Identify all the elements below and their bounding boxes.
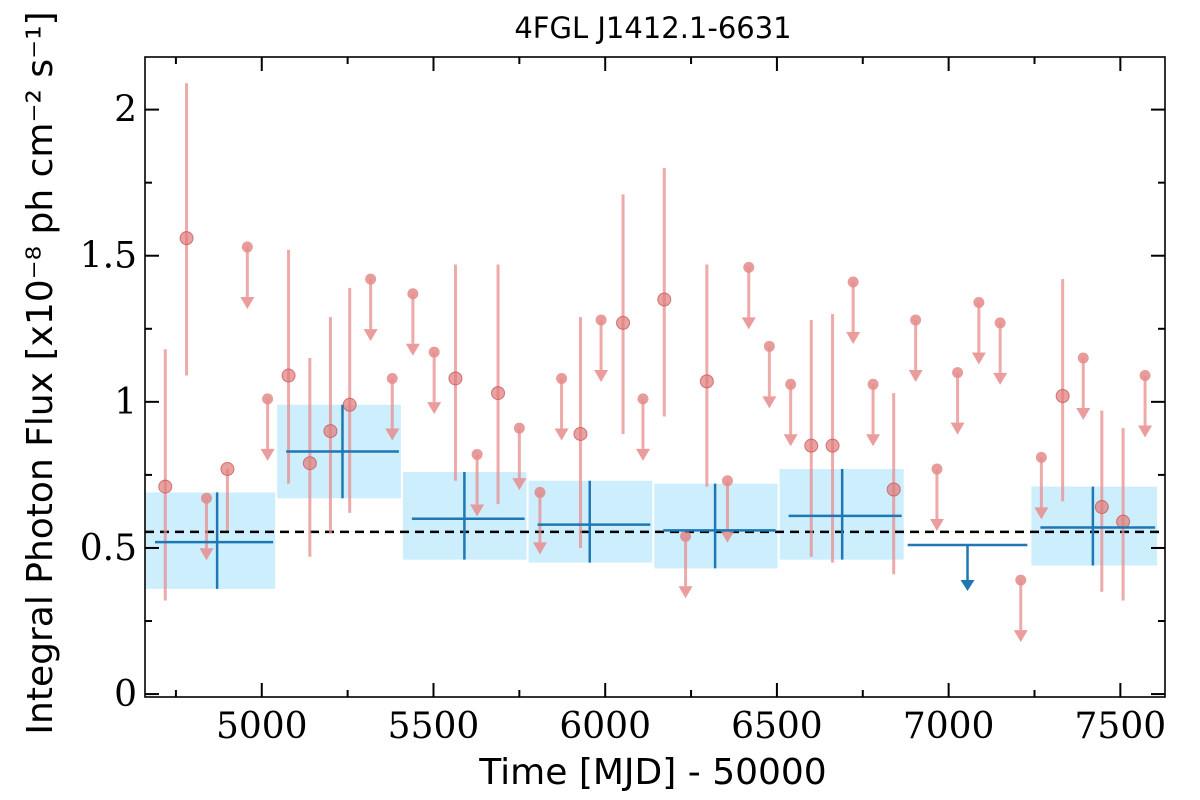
upper-limit-arrow: [866, 434, 881, 447]
upper-limit-arrow: [470, 504, 485, 517]
upper-limit-arrow: [635, 448, 650, 461]
x-tick-label: 6500: [731, 706, 823, 747]
short-bin-point: [616, 315, 631, 330]
upper-limit-arrow: [554, 428, 569, 441]
short-bin-point: [1116, 514, 1131, 529]
short-bin-point: [302, 456, 317, 471]
short-bin-point: [1094, 500, 1109, 515]
x-tick-label: 5500: [388, 706, 480, 747]
upper-limit-arrow: [846, 332, 861, 345]
upper-limit-arrow: [678, 586, 693, 599]
upper-limit-arrow: [908, 370, 923, 383]
x-axis-label: Time [MJD] - 50000: [478, 752, 826, 793]
axes-layer: [144, 56, 1166, 698]
y-tick-label: 1: [114, 382, 137, 423]
upper-limit-arrow: [594, 370, 609, 383]
short-bin-point: [804, 438, 819, 453]
short-bin-point: [323, 424, 338, 439]
upper-limit-arrow: [929, 519, 944, 532]
long-bin-upper-limit-arrow: [960, 580, 975, 592]
short-bin-point: [220, 462, 235, 477]
short-bin-point: [491, 386, 506, 401]
y-tick-label: 2: [114, 90, 137, 131]
short-bin-point: [342, 397, 357, 412]
x-tick-label: 7000: [903, 706, 995, 747]
text-layer: 4FGL J1412.1-6631 Time [MJD] - 50000 Int…: [20, 11, 1166, 793]
upper-limit-arrow: [993, 372, 1008, 385]
short-bin-points-layer: [158, 83, 1153, 643]
short-bin-point: [179, 231, 194, 246]
short-bin-point: [158, 479, 173, 494]
upper-limit-arrow: [363, 329, 378, 342]
upper-limit-arrow: [385, 428, 400, 441]
long-bin-band: [146, 492, 276, 589]
upper-limit-arrow: [240, 296, 255, 309]
upper-limit-arrow: [971, 352, 986, 365]
upper-limit-arrow: [762, 396, 777, 409]
x-tick-label: 5000: [216, 706, 308, 747]
short-bin-point: [699, 374, 714, 389]
y-tick-label: 1.5: [80, 236, 137, 277]
upper-limit-arrow: [741, 317, 756, 330]
long-bin-points-layer: [155, 404, 1156, 592]
x-tick-label: 6000: [559, 706, 651, 747]
upper-limit-arrow: [950, 422, 965, 435]
upper-limit-arrow: [427, 402, 442, 415]
upper-limit-arrow: [199, 548, 214, 561]
plot-frame: [144, 56, 1166, 698]
upper-limit-arrow: [532, 542, 547, 555]
upper-limit-arrow: [1013, 630, 1028, 643]
short-bin-point: [573, 426, 588, 441]
long-bin-band: [1031, 486, 1158, 566]
upper-limit-arrow: [260, 448, 275, 461]
chart-title: 4FGL J1412.1-6631: [514, 11, 791, 45]
upper-limit-arrow: [405, 343, 420, 356]
y-tick-label: 0.5: [80, 528, 137, 569]
y-tick-label: 0: [114, 674, 137, 715]
short-bin-point: [825, 438, 840, 453]
short-bin-point: [1055, 388, 1070, 403]
long-bin-bands-layer: [146, 404, 1158, 589]
upper-limit-arrow: [1138, 425, 1153, 438]
upper-limit-arrow: [1034, 507, 1049, 520]
short-bin-point: [657, 292, 672, 307]
upper-limit-arrow: [1076, 408, 1091, 421]
y-axis-label: Integral Photon Flux [x10⁻⁸ ph cm⁻² s⁻¹]: [20, 11, 61, 734]
short-bin-point: [886, 482, 901, 497]
upper-limit-arrow: [783, 434, 798, 447]
x-tick-label: 7500: [1075, 706, 1167, 747]
short-bin-point: [448, 371, 463, 386]
upper-limit-arrow: [512, 478, 527, 491]
upper-limit-arrow: [720, 530, 735, 543]
short-bin-point: [281, 368, 296, 383]
